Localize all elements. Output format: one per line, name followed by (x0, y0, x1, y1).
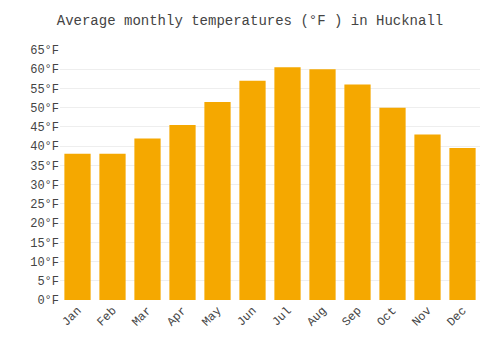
svg-text:30°F: 30°F (30, 179, 59, 193)
svg-text:40°F: 40°F (30, 140, 59, 154)
svg-text:May: May (199, 304, 224, 329)
svg-text:Jul: Jul (269, 304, 294, 329)
svg-text:5°F: 5°F (37, 275, 59, 289)
svg-text:20°F: 20°F (30, 217, 59, 231)
svg-text:Jan: Jan (59, 304, 84, 329)
svg-text:35°F: 35°F (30, 160, 59, 174)
svg-text:Jun: Jun (234, 304, 259, 329)
svg-text:55°F: 55°F (30, 83, 59, 97)
svg-text:Average monthly temperatures (: Average monthly temperatures (°F ) in Hu… (57, 13, 443, 29)
svg-text:65°F: 65°F (30, 44, 59, 58)
svg-text:Sep: Sep (339, 304, 364, 329)
svg-text:15°F: 15°F (30, 237, 59, 251)
svg-text:45°F: 45°F (30, 121, 59, 135)
svg-text:Nov: Nov (409, 304, 434, 329)
svg-text:Feb: Feb (94, 304, 119, 329)
svg-text:Apr: Apr (164, 304, 189, 329)
svg-text:0°F: 0°F (37, 294, 59, 308)
svg-text:Aug: Aug (304, 304, 329, 329)
svg-text:50°F: 50°F (30, 102, 59, 116)
svg-text:Mar: Mar (129, 304, 154, 329)
svg-text:Oct: Oct (374, 304, 399, 329)
svg-text:10°F: 10°F (30, 256, 59, 270)
svg-text:Dec: Dec (444, 304, 469, 329)
svg-text:25°F: 25°F (30, 198, 59, 212)
svg-text:60°F: 60°F (30, 63, 59, 77)
